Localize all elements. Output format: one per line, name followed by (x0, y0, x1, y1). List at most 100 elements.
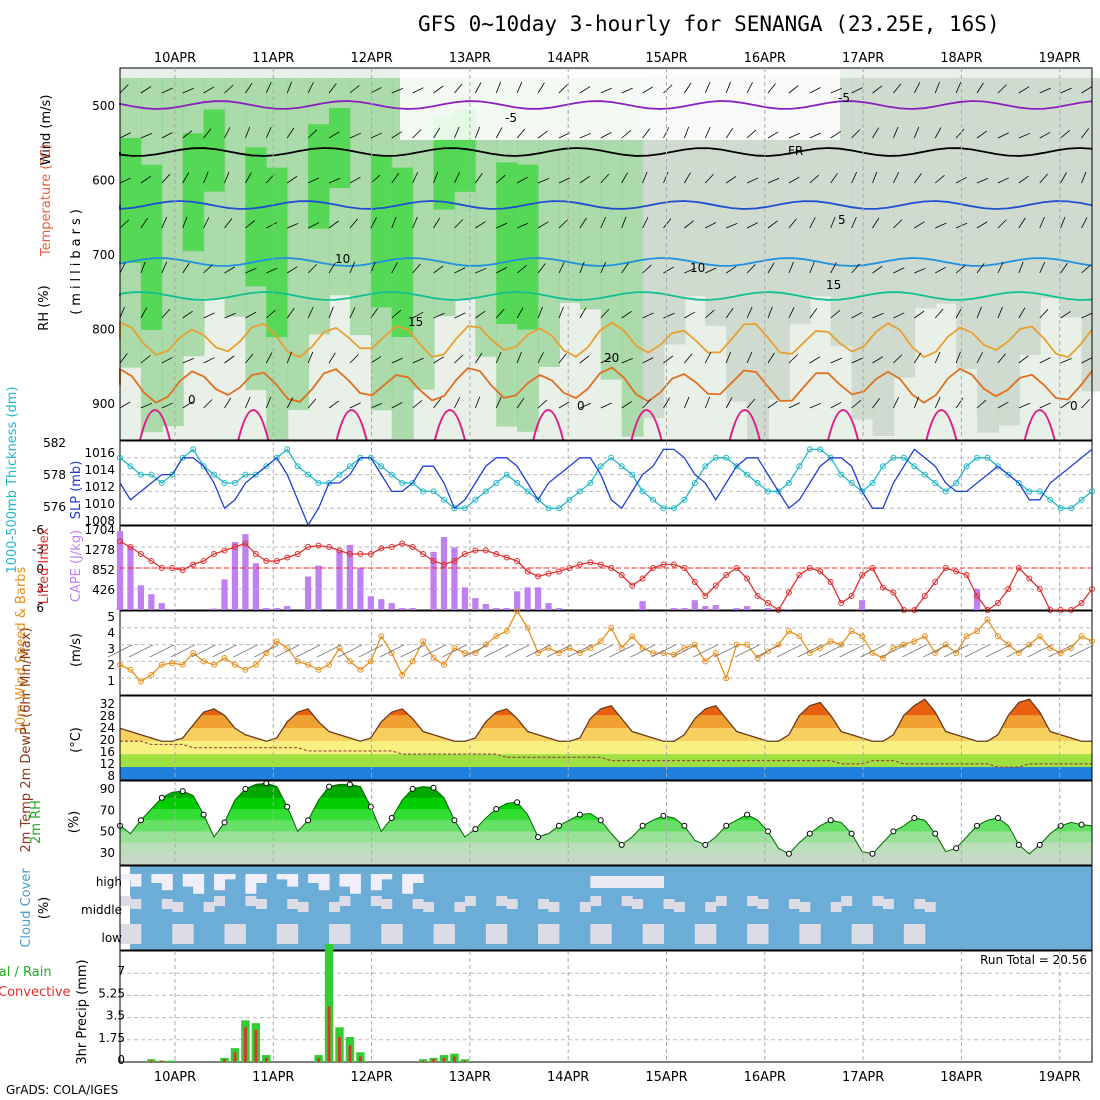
tick-label: 1016 (84, 446, 115, 460)
tick-label: 1010 (84, 497, 115, 511)
thickness-point (942, 488, 949, 495)
wind-barb (537, 177, 550, 184)
cape-bar (304, 576, 312, 610)
lifted-index-point (461, 551, 468, 557)
cape-bar (743, 606, 751, 610)
wind10-point (702, 658, 709, 665)
date-label-bottom: 18APR (940, 1070, 982, 1085)
thickness-point (890, 454, 897, 461)
precip-conv-bar (264, 1057, 268, 1062)
wind-barb (454, 219, 464, 229)
thickness-point (399, 480, 406, 486)
precip-conv-bar (254, 1030, 258, 1062)
wind10-barb (358, 644, 384, 658)
precip-frame (119, 950, 1093, 1063)
wind-barb (830, 310, 841, 319)
wind-barb (997, 401, 1009, 409)
wind-barb (182, 172, 190, 184)
cape-bar (357, 567, 364, 610)
thickness-point (263, 463, 270, 470)
rh-shade (412, 78, 435, 390)
thickness-line (119, 448, 1093, 509)
cloud-mid (496, 896, 508, 906)
wind-barb (140, 132, 153, 139)
lifted-index-point (650, 565, 657, 571)
cloud-mid (297, 902, 309, 912)
thickness-point (535, 496, 542, 503)
wind-barb (287, 266, 298, 274)
tick-label: 600 (92, 174, 115, 188)
lifted-index-point (305, 544, 312, 550)
wind-barb (1018, 355, 1029, 364)
wind-barb (119, 353, 128, 364)
wind-barb (349, 306, 356, 319)
thickness-point (817, 446, 824, 453)
rh2m-point (953, 845, 960, 852)
wind10-point (242, 666, 249, 673)
cloud-high (381, 874, 393, 880)
thickness-point (545, 505, 552, 512)
thickness-point (796, 463, 803, 470)
cloud-low (496, 924, 508, 944)
thickness-point (315, 480, 322, 486)
cloud-high (349, 874, 361, 894)
tick-label: 4 (107, 626, 115, 640)
lifted-index-point (712, 582, 719, 589)
cloud-high (308, 874, 320, 883)
cloud-mid (914, 899, 926, 909)
wind-barb (182, 130, 193, 139)
wind10-point (472, 650, 479, 656)
wind10-barb (295, 644, 321, 658)
contour-label: 10 (335, 252, 350, 266)
cape-bar (252, 563, 260, 610)
rh-shade-high (266, 167, 289, 338)
tick-label: 1 (107, 674, 115, 688)
rh2m-panel: 90 70 50 30 (100, 780, 1093, 866)
cape-bar (315, 565, 322, 610)
wind-barb (245, 172, 252, 184)
wind-barb (558, 84, 568, 94)
cloud-mid (757, 899, 769, 909)
wind-barb (1039, 173, 1048, 184)
cloud-low (851, 924, 863, 944)
wind-barb (1081, 171, 1087, 184)
contour-label: 0 (577, 399, 585, 413)
wind-barb (454, 354, 464, 364)
lifted-index-point (608, 565, 615, 571)
wind10-point (1078, 633, 1085, 640)
lifted-index-point (221, 547, 228, 554)
wind-barb (684, 82, 692, 94)
tick-label: 90 (100, 782, 115, 796)
wind-barb (934, 81, 941, 94)
lifted-index-point (963, 572, 970, 578)
tick-label: 7 (117, 964, 125, 978)
thickness-point (242, 471, 249, 478)
lifted-index-point (806, 565, 813, 571)
wind-barb (725, 175, 737, 184)
wind-barb (558, 306, 564, 319)
wind-barb (725, 127, 734, 139)
wind-barb (370, 356, 382, 364)
lifted-index-point (566, 565, 573, 571)
temp-contour-warm (630, 409, 663, 441)
rh-fill (120, 783, 1092, 865)
wind-barb (245, 267, 257, 274)
wind-barb (475, 310, 486, 319)
wind10-barb (379, 644, 404, 658)
wind-barb (788, 402, 800, 409)
lifted-index-point (211, 551, 218, 557)
wind-barb (1081, 86, 1092, 94)
precip-conv-bar (244, 1027, 247, 1062)
wind-barb (830, 87, 842, 94)
wind-barb (224, 355, 235, 364)
wind-barb (642, 312, 654, 319)
wind-barb (1081, 357, 1093, 364)
wind-barb (788, 261, 794, 274)
lifted-index-point (545, 570, 552, 577)
wind10-point (900, 641, 907, 648)
cape-bar (231, 541, 239, 610)
thickness-point (650, 496, 657, 503)
precip-conv-bar (358, 1056, 362, 1062)
wind10-point (650, 650, 657, 656)
